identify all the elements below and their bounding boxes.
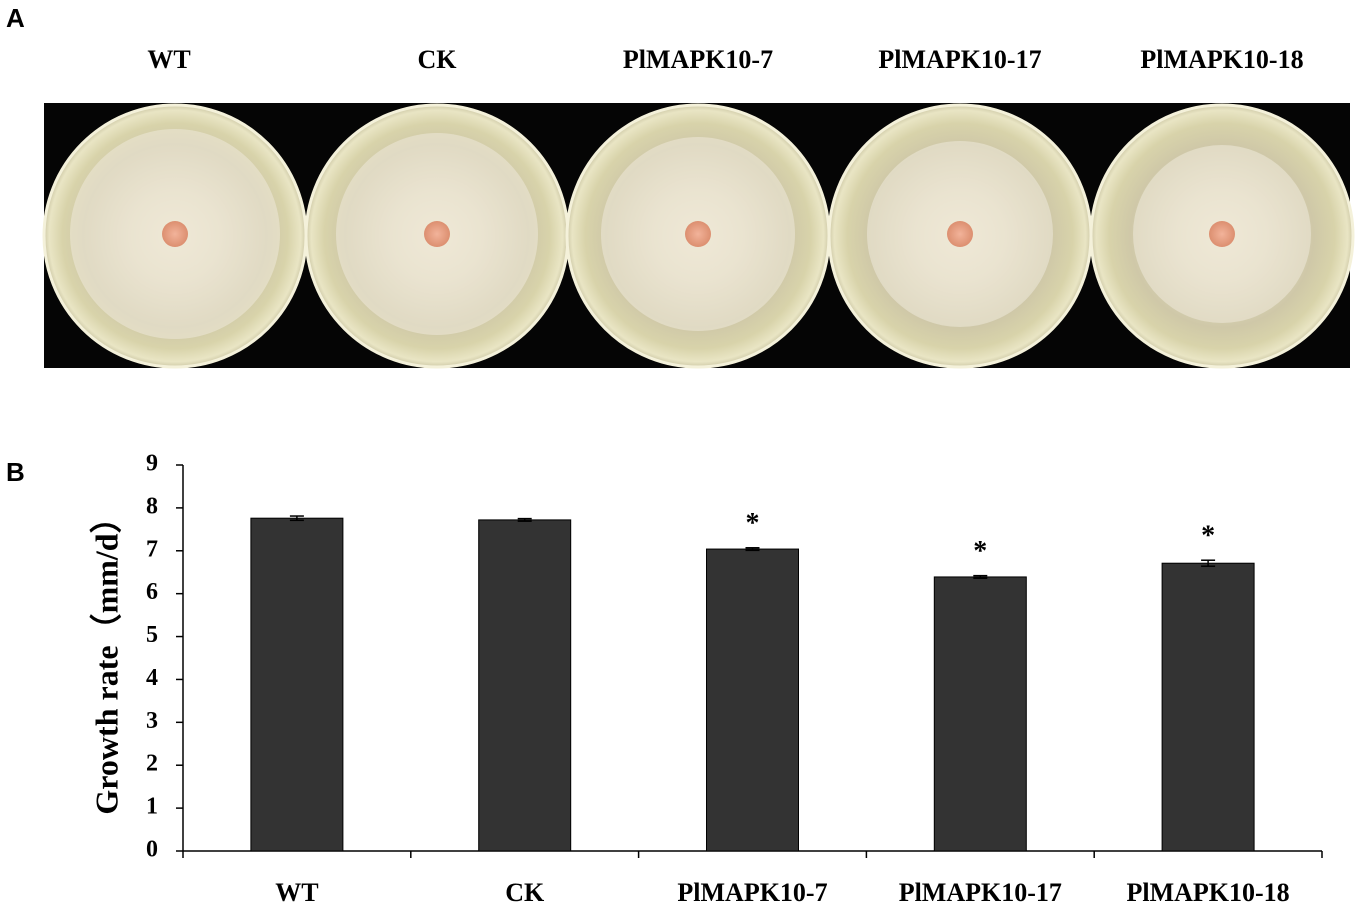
x-tick-label: PlMAPK10-18 — [1127, 878, 1290, 907]
photo — [42, 103, 1355, 369]
error-bar — [973, 574, 988, 579]
chart: 0 1 2 3 4 5 6 7 8 9 Growth rate（mm/d） WT CK PlMAPK10-… — [88, 451, 1323, 907]
significance-mark: * — [973, 536, 987, 567]
bar — [933, 576, 1027, 852]
plate-rim — [1089, 103, 1355, 369]
y-tick-label: 1 — [146, 794, 158, 820]
y-tick-label: 5 — [146, 622, 158, 648]
y-tick-label: 3 — [146, 708, 158, 734]
x-tick-label: CK — [505, 878, 545, 907]
plate-label: PlMAPK10-7 — [623, 45, 773, 74]
plug — [1209, 221, 1235, 247]
bar — [250, 517, 344, 852]
plate-label: PlMAPK10-17 — [878, 45, 1041, 74]
y-tick-label: 4 — [146, 665, 158, 691]
panel-label: A — [6, 3, 25, 33]
plate-label: CK — [418, 45, 458, 74]
panel-label: B — [6, 457, 25, 487]
error-bar — [1201, 559, 1216, 567]
plug — [947, 221, 973, 247]
y-tick-label: 0 — [146, 837, 158, 863]
significance-mark: * — [1201, 521, 1215, 552]
bar — [478, 519, 572, 852]
x-tick-label: PlMAPK10-17 — [899, 878, 1062, 907]
error-bar — [517, 517, 532, 522]
y-tick-label: 9 — [146, 451, 158, 477]
error-bar — [745, 547, 760, 552]
x-tick-label: PlMAPK10-7 — [677, 878, 827, 907]
y-tick-label: 7 — [146, 536, 158, 562]
plate-label: PlMAPK10-18 — [1140, 45, 1303, 74]
plug — [162, 221, 188, 247]
bar — [1161, 562, 1255, 852]
y-tick-label: 8 — [146, 493, 158, 519]
y-tick-label: 6 — [146, 579, 158, 605]
error-bar — [289, 515, 304, 522]
plate-label: WT — [147, 45, 190, 74]
y-tick-label: 2 — [146, 751, 158, 777]
x-tick-label: WT — [275, 878, 318, 907]
significance-mark: * — [746, 508, 760, 539]
y-axis-title: Growth rate（mm/d） — [88, 501, 124, 814]
plug — [424, 221, 450, 247]
plug — [685, 221, 711, 247]
bar — [706, 548, 799, 852]
